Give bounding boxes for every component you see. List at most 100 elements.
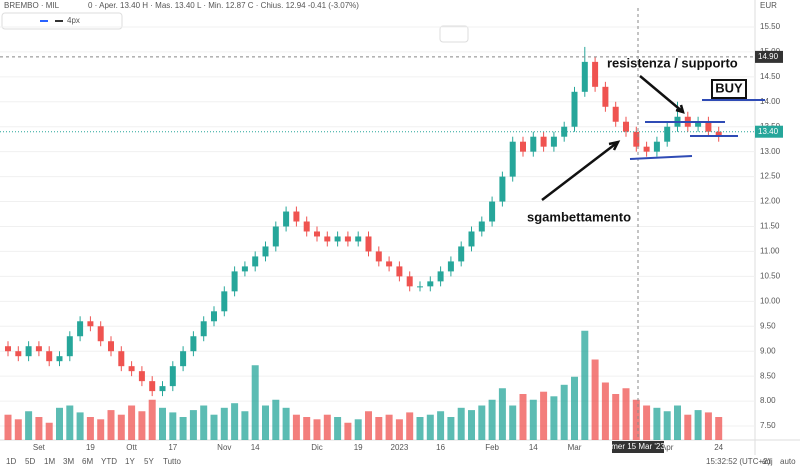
- candle-body: [211, 311, 217, 322]
- y-tick-label: 11.00: [760, 247, 780, 256]
- crosshair-price-badge: [755, 50, 783, 63]
- volume-bar: [457, 407, 465, 440]
- volume-bar: [334, 417, 342, 440]
- volume-bar: [581, 330, 589, 440]
- candle-body: [128, 366, 135, 372]
- adj-toggle[interactable]: adj: [762, 457, 773, 466]
- volume-bar: [56, 407, 63, 440]
- candle-body: [314, 231, 320, 237]
- candle-body: [375, 251, 382, 262]
- candle-body: [427, 281, 434, 287]
- range-button[interactable]: 6M: [82, 457, 93, 466]
- range-button[interactable]: Tutto: [163, 457, 181, 466]
- candle-body: [190, 336, 197, 352]
- candle-body: [35, 346, 42, 352]
- y-tick-label: 15.50: [760, 22, 781, 31]
- candle-body: [705, 121, 712, 132]
- volume-bar: [86, 417, 94, 440]
- candle-body: [303, 221, 310, 232]
- candle-body: [447, 261, 454, 272]
- candle-body: [355, 236, 362, 242]
- candle-body: [56, 356, 63, 362]
- volume-bar: [694, 410, 702, 440]
- crosshair-date-label: mer 15 Mar '23: [611, 442, 665, 451]
- volume-bar: [66, 405, 74, 440]
- volume-bar: [251, 365, 259, 440]
- range-button[interactable]: 5Y: [144, 457, 154, 466]
- x-tick-label: Nov: [217, 443, 231, 452]
- range-button[interactable]: 3M: [63, 457, 74, 466]
- volume-bar: [612, 394, 620, 440]
- x-tick-label: 24: [714, 443, 723, 452]
- candle-body: [241, 266, 248, 272]
- x-tick-label: Dic: [311, 443, 323, 452]
- currency: EUR: [760, 1, 777, 10]
- volume-bar: [354, 419, 362, 440]
- annotation: resistenza / supporto: [607, 55, 738, 70]
- drawing-toolbar[interactable]: 4px: [1, 12, 123, 30]
- candle-body: [25, 346, 32, 357]
- clock: 15:32:52 (UTC+2): [706, 457, 771, 466]
- volume-bar: [189, 410, 197, 440]
- range-button[interactable]: 1Y: [125, 457, 135, 466]
- range-button[interactable]: 1D: [6, 457, 16, 466]
- volume-bar: [262, 405, 269, 440]
- x-tick-label: Mar: [568, 443, 582, 452]
- candle-body: [118, 351, 125, 367]
- low-line: [629, 155, 693, 160]
- candle-body: [293, 211, 300, 222]
- volume-bar: [148, 399, 156, 440]
- volume-bar: [35, 417, 43, 440]
- y-tick-label: 12.50: [760, 172, 781, 181]
- volume-bar: [447, 417, 455, 440]
- candle-body: [272, 226, 279, 247]
- volume-bar: [385, 414, 393, 440]
- volume-bar: [4, 414, 12, 440]
- volume-bar: [704, 412, 712, 440]
- candle-body: [530, 136, 537, 152]
- volume-bar: [653, 407, 661, 440]
- candle-body: [262, 246, 269, 257]
- candle-body: [633, 131, 640, 147]
- y-tick-label: 11.50: [760, 222, 780, 231]
- volume-bar: [663, 411, 671, 440]
- volume-bar: [426, 414, 434, 440]
- range-button[interactable]: YTD: [101, 457, 117, 466]
- volume-bar: [272, 399, 280, 440]
- volume-bar: [200, 405, 208, 440]
- volume-bar: [395, 419, 403, 440]
- candle-body: [386, 261, 393, 267]
- crosshair-price-label: 14.90: [758, 52, 779, 61]
- candle-body: [180, 351, 187, 367]
- volume-bar: [292, 414, 300, 440]
- range-button[interactable]: 5D: [25, 457, 35, 466]
- volume-bar: [128, 405, 136, 440]
- volume-bar: [97, 419, 105, 440]
- y-tick-label: 14.00: [760, 97, 781, 106]
- candle-body: [468, 231, 475, 247]
- stroke-width[interactable]: 4px: [67, 16, 80, 25]
- y-tick-label: 8.00: [760, 396, 776, 405]
- candle-body: [149, 381, 156, 392]
- volume-bar: [25, 411, 33, 440]
- candle-body: [478, 221, 485, 232]
- y-tick-label: 13.00: [760, 147, 781, 156]
- candle-body: [396, 266, 403, 277]
- auto-toggle[interactable]: auto: [780, 457, 796, 466]
- range-button[interactable]: 1M: [44, 457, 55, 466]
- candle-body: [509, 141, 516, 177]
- volume-bar: [14, 419, 22, 440]
- y-tick-label: 14.50: [760, 72, 781, 81]
- volume-bar: [519, 394, 527, 440]
- y-tick-label: 8.50: [760, 371, 776, 380]
- pencil-button[interactable]: [439, 25, 469, 43]
- candle-body: [540, 136, 547, 147]
- volume-bar: [540, 391, 548, 440]
- x-tick-label: 14: [251, 443, 260, 452]
- candle-body: [499, 176, 506, 202]
- volume-bar: [179, 417, 187, 440]
- candle-body: [169, 366, 176, 387]
- candle-body: [489, 201, 496, 222]
- y-tick-label: 10.50: [760, 271, 781, 280]
- candle-body: [458, 246, 465, 262]
